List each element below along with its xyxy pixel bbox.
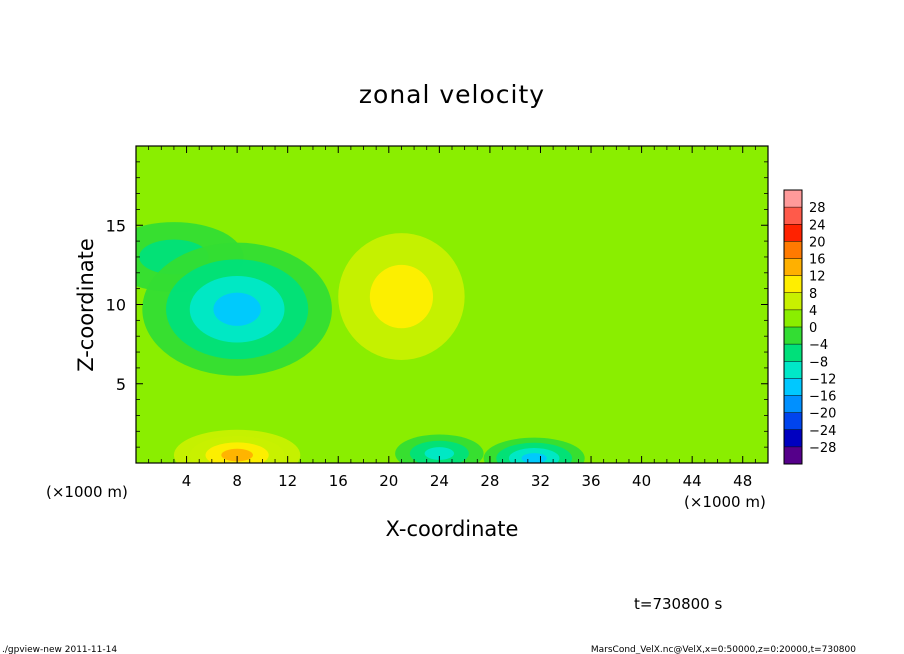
contour-feature xyxy=(338,233,465,360)
x-axis-label: X-coordinate xyxy=(386,517,519,541)
footer-left: ./gpview-new 2011-11-14 xyxy=(2,645,117,654)
colorbar-label: 20 xyxy=(809,235,826,250)
y-tick-label: 10 xyxy=(106,296,126,315)
x-tick-label: 4 xyxy=(182,472,192,490)
colorbar-label: −4 xyxy=(809,338,828,353)
contour-level xyxy=(213,292,261,326)
x-tick-label: 48 xyxy=(733,472,752,490)
contour-level xyxy=(521,453,547,463)
x-tick-label: 16 xyxy=(329,472,348,490)
colorbar-segment xyxy=(784,361,802,379)
y-tick-label: 5 xyxy=(116,375,126,394)
contour-feature xyxy=(142,242,332,376)
colorbar-segment xyxy=(784,446,802,464)
colorbar-segment xyxy=(784,292,802,310)
colorbar-label: 28 xyxy=(809,201,826,216)
colorbar-segment xyxy=(784,378,802,396)
colorbar-segment xyxy=(784,207,802,225)
x-tick-label: 44 xyxy=(683,472,702,490)
x-tick-label: 40 xyxy=(632,472,651,490)
colorbar-segment xyxy=(784,241,802,259)
colorbar-label: 0 xyxy=(809,321,817,336)
contour-level xyxy=(369,264,434,329)
colorbar-segment xyxy=(784,309,802,327)
chart-title: zonal velocity xyxy=(359,80,545,109)
x-tick-label: 36 xyxy=(581,472,600,490)
colorbar-segment xyxy=(784,327,802,345)
x-tick-label: 8 xyxy=(232,472,242,490)
colorbar-label: 16 xyxy=(809,253,826,268)
colorbar-label: 4 xyxy=(809,304,817,319)
colorbar-segment xyxy=(784,395,802,413)
colorbar-segment xyxy=(784,412,802,430)
footer-right: MarsCond_VelX.nc@VelX,x=0:50000,z=0:2000… xyxy=(591,645,856,654)
colorbar-label: 8 xyxy=(809,287,817,302)
contour-feature xyxy=(483,437,585,463)
contour-feature xyxy=(173,429,301,463)
y-axis: 5 10 15 xyxy=(106,161,768,448)
y-tick-label: 15 xyxy=(106,216,126,235)
colorbar-segment xyxy=(784,258,802,276)
colorbar-segment xyxy=(784,344,802,362)
colorbar-label: −12 xyxy=(809,372,836,387)
x-tick-label: 20 xyxy=(379,472,398,490)
x-axis: 4 8 12 16 20 24 28 32 36 40 44 48 xyxy=(148,146,756,490)
colorbar-segment xyxy=(784,190,802,208)
colorbar: 28 24 20 16 12 8 4 0 −4 −8 −12 −16 −20 −24 −28 xyxy=(783,189,836,465)
colorbar-label: 24 xyxy=(809,218,826,233)
x-tick-label: 12 xyxy=(278,472,297,490)
contour-level xyxy=(424,447,455,460)
colorbar-label: −8 xyxy=(809,355,828,370)
colorbar-label: −16 xyxy=(809,390,836,405)
colorbar-label: −24 xyxy=(809,424,836,439)
colorbar-segment xyxy=(784,429,802,447)
colorbar-label: 12 xyxy=(809,270,826,285)
time-label: t=730800 s xyxy=(634,595,722,613)
contour-feature xyxy=(395,434,484,463)
contour-level xyxy=(221,448,253,462)
colorbar-label: −20 xyxy=(809,407,836,422)
x-tick-label: 28 xyxy=(480,472,499,490)
colorbar-segment xyxy=(784,275,802,293)
colorbar-label: −28 xyxy=(809,441,836,456)
colorbar-segment xyxy=(784,224,802,242)
field-contours xyxy=(136,222,585,463)
x-unit-right: (×1000 m) xyxy=(684,493,766,511)
x-tick-label: 32 xyxy=(531,472,550,490)
x-unit-left: (×1000 m) xyxy=(46,483,128,501)
y-axis-label: Z-coordinate xyxy=(74,238,98,372)
x-tick-label: 24 xyxy=(430,472,449,490)
